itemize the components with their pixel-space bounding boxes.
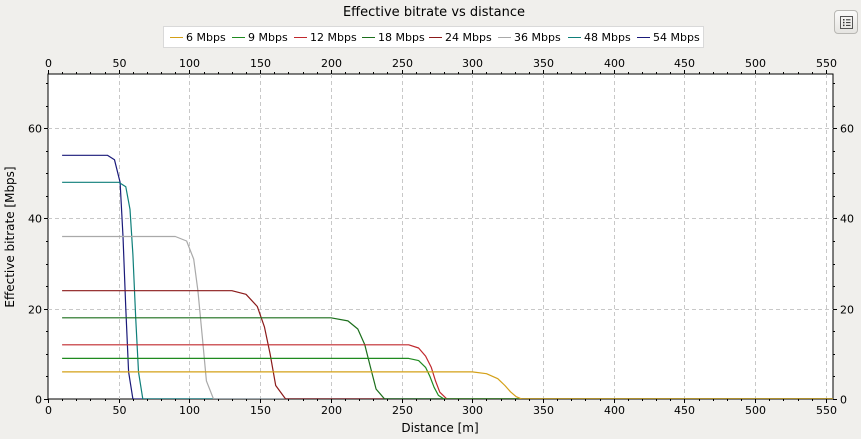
legend: 6 Mbps 9 Mbps 12 Mbps 18 Mbps 24 Mbps 36 Mbps… xyxy=(163,26,704,48)
list-icon xyxy=(840,16,853,29)
x-tick-label-top: 200 xyxy=(321,57,342,70)
legend-swatch xyxy=(498,36,511,38)
chart-title: Effective bitrate vs distance xyxy=(342,5,526,20)
x-tick-label-top: 400 xyxy=(604,57,625,70)
x-tick-label-bottom: 50 xyxy=(113,404,127,417)
series-line-48-mbps xyxy=(62,181,833,399)
x-tick-label-bottom: 400 xyxy=(604,404,625,417)
x-tick-label-top: 250 xyxy=(392,57,413,70)
series-line-9-mbps xyxy=(62,357,833,399)
chart-options-button[interactable] xyxy=(834,10,858,34)
x-tick-label-top: 0 xyxy=(45,57,52,70)
x-tick-label-top: 100 xyxy=(179,57,200,70)
legend-label: 6 Mbps xyxy=(186,31,226,44)
legend-label: 48 Mbps xyxy=(584,31,631,44)
series-line-12-mbps xyxy=(62,344,833,399)
x-tick-label-bottom: 450 xyxy=(674,404,695,417)
legend-swatch xyxy=(170,36,183,38)
series-line-6-mbps xyxy=(62,371,833,399)
x-tick-label-bottom: 0 xyxy=(45,404,52,417)
legend-item: 12 Mbps xyxy=(294,30,357,46)
series-line-24-mbps xyxy=(62,290,833,399)
x-axis-title: Distance [m] xyxy=(401,421,478,435)
legend-item: 36 Mbps xyxy=(498,30,561,46)
gridlines xyxy=(48,74,833,399)
legend-swatch xyxy=(232,36,245,38)
x-tick-label-top: 550 xyxy=(816,57,837,70)
legend-label: 24 Mbps xyxy=(445,31,492,44)
x-tick-label-bottom: 350 xyxy=(533,404,554,417)
x-tick-label-top: 150 xyxy=(250,57,271,70)
legend-label: 36 Mbps xyxy=(514,31,561,44)
axis-ticks xyxy=(44,70,837,403)
x-tick-label-bottom: 250 xyxy=(392,404,413,417)
y-tick-label-left: 40 xyxy=(28,213,42,226)
legend-swatch xyxy=(568,36,581,38)
x-tick-label-top: 350 xyxy=(533,57,554,70)
series-lines xyxy=(62,154,833,399)
tick-labels: 0050501001001501502002002502503003003503… xyxy=(28,57,854,417)
y-tick-label-right: 0 xyxy=(840,394,847,407)
legend-item: 48 Mbps xyxy=(568,30,631,46)
y-tick-label-right: 20 xyxy=(840,304,854,317)
y-tick-label-left: 60 xyxy=(28,123,42,136)
legend-item: 6 Mbps xyxy=(170,30,226,46)
legend-label: 18 Mbps xyxy=(378,31,425,44)
y-tick-label-right: 60 xyxy=(840,123,854,136)
x-tick-label-top: 300 xyxy=(462,57,483,70)
legend-item: 9 Mbps xyxy=(232,30,288,46)
x-tick-label-bottom: 500 xyxy=(745,404,766,417)
legend-swatch xyxy=(362,36,375,38)
legend-label: 12 Mbps xyxy=(310,31,357,44)
x-tick-label-bottom: 100 xyxy=(179,404,200,417)
y-tick-label-left: 20 xyxy=(28,304,42,317)
x-tick-label-bottom: 150 xyxy=(250,404,271,417)
x-tick-label-bottom: 550 xyxy=(816,404,837,417)
legend-item: 24 Mbps xyxy=(429,30,492,46)
legend-label: 9 Mbps xyxy=(248,31,288,44)
y-tick-label-left: 0 xyxy=(35,394,42,407)
legend-swatch xyxy=(429,36,442,38)
x-tick-label-bottom: 300 xyxy=(462,404,483,417)
legend-label: 54 Mbps xyxy=(653,31,700,44)
x-tick-label-top: 450 xyxy=(674,57,695,70)
x-tick-label-top: 50 xyxy=(113,57,127,70)
y-tick-label-right: 40 xyxy=(840,213,854,226)
y-axis-title: Effective bitrate [Mbps] xyxy=(3,166,17,307)
legend-swatch xyxy=(637,36,650,38)
legend-item: 54 Mbps xyxy=(637,30,700,46)
x-tick-label-top: 500 xyxy=(745,57,766,70)
legend-item: 18 Mbps xyxy=(362,30,425,46)
legend-swatch xyxy=(294,36,307,38)
x-tick-label-bottom: 200 xyxy=(321,404,342,417)
